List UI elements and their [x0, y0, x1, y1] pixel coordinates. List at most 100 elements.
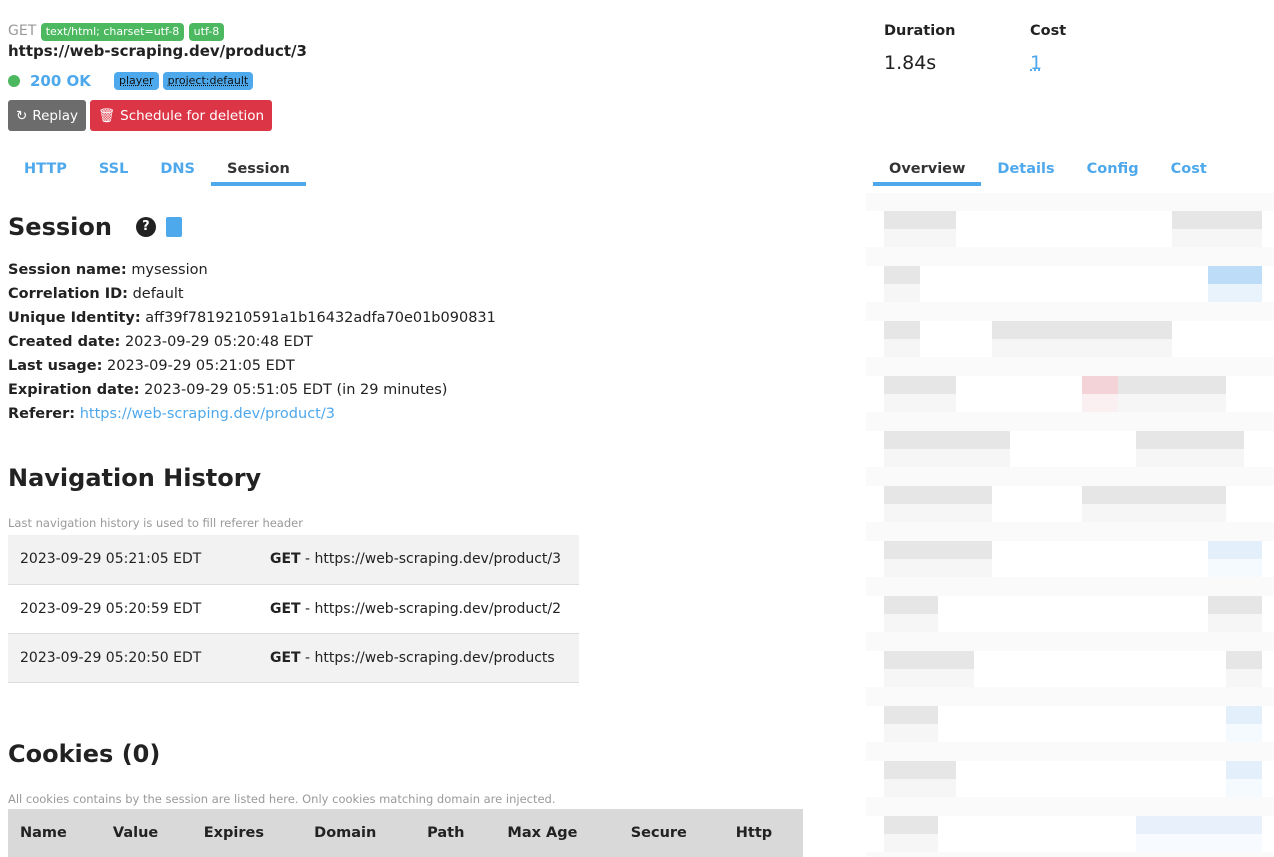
nav-method: GET [270, 649, 301, 666]
navigation-table: 2023-09-29 05:21:05 EDT GET - https://web… [8, 535, 579, 683]
help-icon[interactable]: ? [135, 217, 156, 237]
content-type-badge: text/html; charset=utf-8 [40, 23, 185, 41]
blurred-block [884, 376, 956, 394]
cookie-column-header: Name [8, 809, 101, 857]
blurred-block [992, 321, 1172, 339]
blurred-block [884, 559, 992, 577]
blurred-block [884, 394, 956, 412]
cookie-column-header: Domain [302, 809, 416, 857]
blurred-block [884, 229, 956, 247]
blurred-block [1226, 779, 1262, 797]
blurred-overview-panel [866, 193, 1274, 857]
blurred-row [866, 431, 1274, 467]
blurred-row [866, 816, 1274, 852]
blurred-block [1226, 651, 1262, 669]
blurred-block [1208, 541, 1262, 559]
nav-method: GET [270, 551, 301, 568]
field-label: Created date: [8, 334, 121, 350]
nav-request: GET - https://web-scraping.dev/product/2 [258, 584, 579, 634]
delete-label: Schedule for deletion [120, 107, 265, 124]
blurred-block [1226, 724, 1262, 742]
blurred-block [1208, 596, 1262, 614]
right-tabs: Overview Details Config Cost [873, 154, 1223, 186]
trash-icon: 🗑 [97, 107, 116, 124]
field-value: 2023-09-29 05:21:05 EDT [107, 358, 295, 374]
blurred-block [1226, 669, 1262, 687]
cookie-column-header: Secure [618, 809, 724, 857]
field-label: Correlation ID: [8, 286, 128, 302]
nav-url: - https://web-scraping.dev/product/2 [300, 600, 562, 617]
session-field: Unique Identity: aff39f7819210591a1b1643… [8, 306, 496, 330]
blurred-block [1136, 816, 1262, 834]
nav-request: GET - https://web-scraping.dev/products [258, 633, 579, 683]
schedule-deletion-button[interactable]: 🗑 Schedule for deletion [89, 100, 273, 131]
referer-link[interactable]: https://web-scraping.dev/product/3 [79, 406, 335, 422]
tab-dns[interactable]: DNS [160, 161, 195, 177]
blurred-block [1082, 376, 1118, 394]
blurred-block [884, 669, 974, 687]
navigation-hint: Last navigation history is used to fill … [8, 516, 303, 530]
blurred-block [1226, 706, 1262, 724]
field-value: mysession [131, 262, 208, 278]
navigation-title: Navigation History [8, 464, 262, 492]
field-value: 2023-09-29 05:20:48 EDT [124, 334, 313, 350]
tab-overview[interactable]: Overview [873, 154, 982, 186]
tag-project[interactable]: project:default [162, 72, 254, 90]
book-icon[interactable] [165, 217, 182, 237]
blurred-block [1208, 614, 1262, 632]
blurred-block [884, 706, 938, 724]
cookies-hint: All cookies contains by the session are … [8, 792, 556, 806]
blurred-row [866, 541, 1274, 577]
cookies-table: Name Value Expires Domain Path Max Age Secure H… [8, 809, 803, 857]
tab-config[interactable]: Config [1086, 161, 1139, 177]
blurred-row [866, 376, 1274, 412]
blurred-row [866, 651, 1274, 687]
session-field: Session name: mysession [8, 258, 496, 282]
blurred-row [866, 761, 1274, 797]
cookie-column-header: Max Age [495, 809, 619, 857]
status-row: 200 OK player project:default [8, 72, 254, 90]
cost-label: Cost [1030, 23, 1067, 39]
blurred-block [1118, 394, 1226, 412]
status-dot-icon [8, 75, 20, 87]
blurred-block [1208, 266, 1262, 284]
blurred-block [1136, 431, 1244, 449]
blurred-block [884, 486, 992, 504]
tab-ssl[interactable]: SSL [98, 161, 129, 177]
tag-player[interactable]: player [114, 72, 159, 90]
blurred-block [884, 321, 920, 339]
tab-http[interactable]: HTTP [24, 161, 67, 177]
session-field: Last usage: 2023-09-29 05:21:05 EDT [8, 354, 496, 378]
cookie-column-header: Http [723, 809, 803, 857]
field-label: Referer: [8, 406, 76, 422]
blurred-block [884, 284, 920, 302]
blurred-block [884, 449, 1010, 467]
redo-icon: ↻ [16, 107, 28, 124]
field-value: aff39f7819210591a1b16432adfa70e01b090831 [145, 310, 496, 326]
replay-button[interactable]: ↻ Replay [8, 100, 86, 131]
tab-session[interactable]: Session [211, 154, 306, 186]
tab-cost[interactable]: Cost [1170, 161, 1207, 177]
session-field: Expiration date: 2023-09-29 05:51:05 EDT… [8, 378, 496, 402]
blurred-block [1118, 376, 1226, 394]
blurred-row [866, 596, 1274, 632]
navigation-row: 2023-09-29 05:20:59 EDT GET - https://web… [8, 584, 579, 634]
field-value: 2023-09-29 05:51:05 EDT (in 29 minutes) [144, 382, 448, 398]
blurred-block [1136, 449, 1244, 467]
blurred-block [884, 431, 1010, 449]
field-label: Last usage: [8, 358, 103, 374]
blurred-block [884, 724, 938, 742]
nav-url: - https://web-scraping.dev/products [300, 649, 555, 666]
blurred-block [884, 504, 992, 522]
nav-date: 2023-09-29 05:20:50 EDT [8, 633, 258, 683]
blurred-block [884, 779, 956, 797]
left-tabs: HTTP SSL DNS Session [8, 154, 306, 186]
cost-link[interactable]: 1 [1030, 52, 1043, 74]
blurred-block [884, 541, 992, 559]
navigation-row: 2023-09-29 05:21:05 EDT GET - https://web… [8, 535, 579, 585]
request-line: GET text/html; charset=utf-8 utf-8 [8, 23, 225, 41]
blurred-block [884, 761, 956, 779]
method: GET [8, 23, 37, 39]
tab-details[interactable]: Details [997, 161, 1055, 177]
blurred-block [884, 651, 974, 669]
